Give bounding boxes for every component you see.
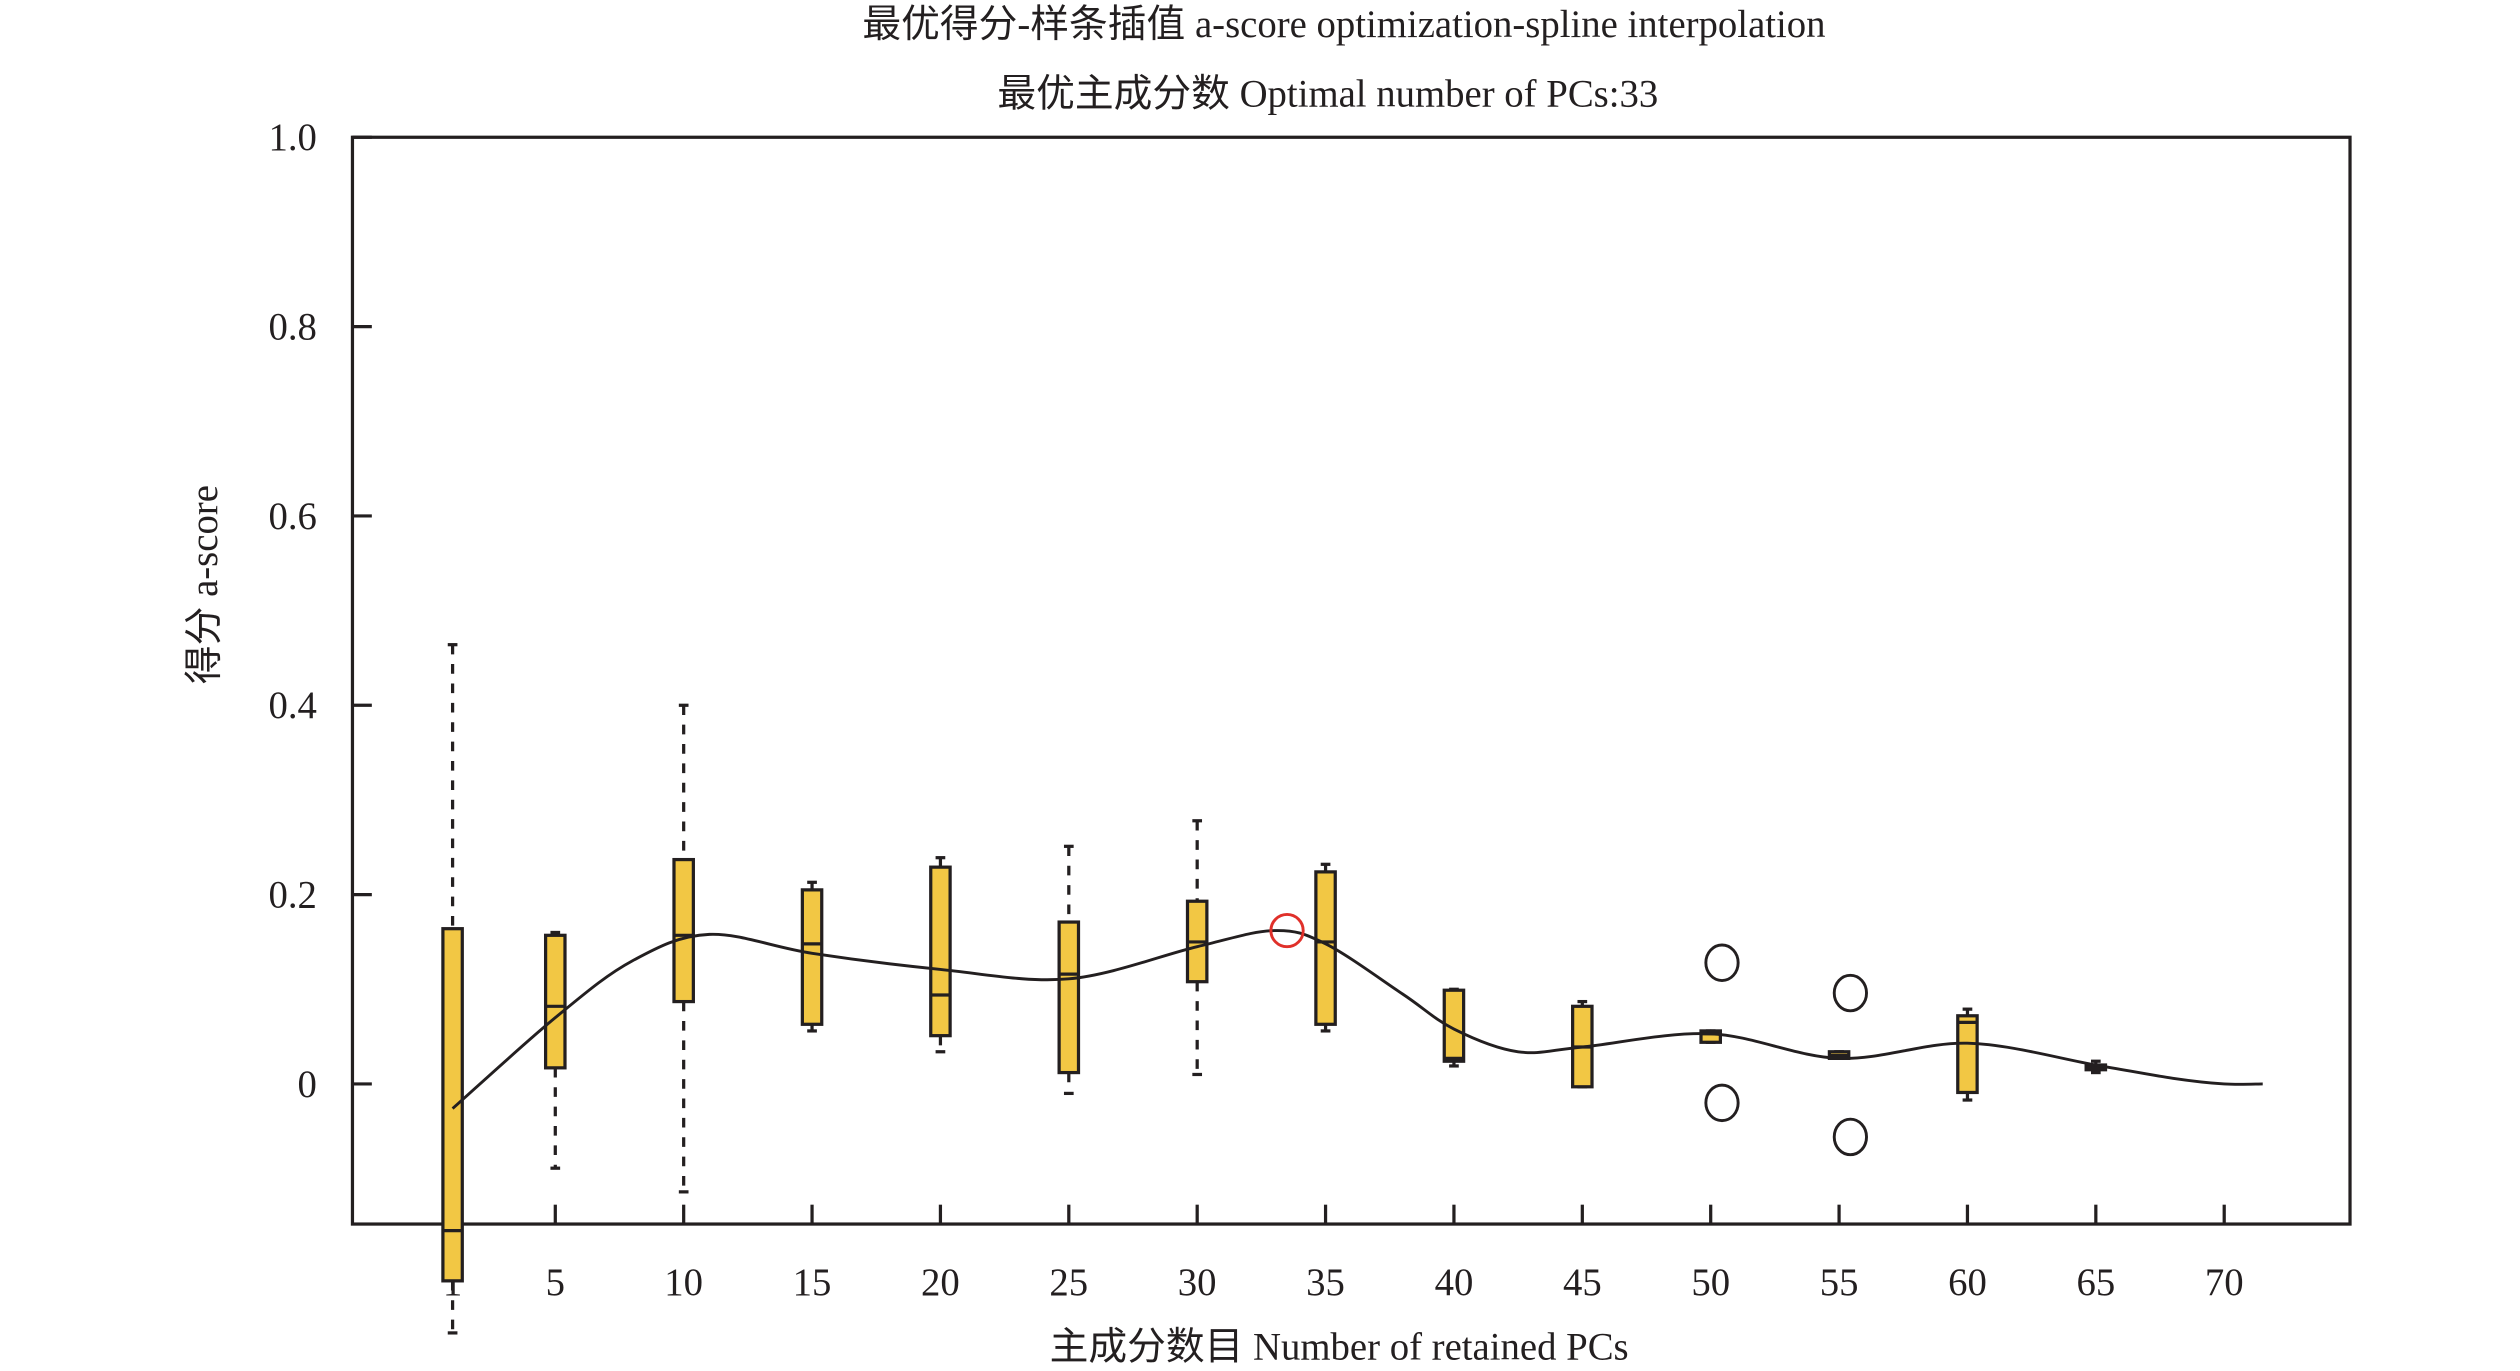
outlier-point xyxy=(1832,1117,1868,1157)
x-tick-label: 10 xyxy=(664,1261,703,1304)
x-tick-label: 40 xyxy=(1435,1261,1474,1304)
spline-curve xyxy=(451,929,2263,1110)
box xyxy=(1699,1029,1723,1044)
y-axis-label: 得分 a-score xyxy=(183,485,226,684)
box-pc-1 xyxy=(441,643,464,1335)
x-tick-label: 60 xyxy=(1948,1261,1987,1304)
x-tick-label: 30 xyxy=(1178,1261,1217,1304)
x-tick-label: 45 xyxy=(1563,1261,1602,1304)
x-tick-label: 20 xyxy=(921,1261,960,1304)
box-pc-40 xyxy=(1442,987,1466,1068)
box xyxy=(672,857,695,1004)
x-tick-label: 25 xyxy=(1049,1261,1088,1304)
x-tick-label: 70 xyxy=(2205,1261,2244,1304)
outlier-point xyxy=(1704,1083,1740,1123)
box-pc-25 xyxy=(1057,844,1081,1096)
box xyxy=(543,933,567,1070)
box-pc-55 xyxy=(1827,973,1868,1157)
box xyxy=(441,927,464,1283)
y-tick-label: 0 xyxy=(298,1063,317,1106)
y-tick-label: 0.2 xyxy=(268,874,316,917)
box-pc-10 xyxy=(672,703,695,1194)
x-tick-label: 65 xyxy=(2076,1261,2115,1304)
y-tick-label: 0.8 xyxy=(268,306,316,349)
box-pc-60 xyxy=(1956,1007,1979,1102)
y-tick-label: 0.4 xyxy=(268,684,316,727)
box-pc-30 xyxy=(1185,819,1209,1077)
outlier-point xyxy=(1832,973,1868,1013)
outlier-point xyxy=(1704,943,1740,982)
x-axis-label: 主成分数目 Number of retained PCs xyxy=(1050,1326,1629,1369)
box xyxy=(800,888,824,1026)
box xyxy=(1057,920,1081,1075)
x-tick-label: 55 xyxy=(1820,1261,1859,1304)
optimum-marker xyxy=(1269,912,1305,949)
x-tick-label: 5 xyxy=(546,1261,565,1304)
box xyxy=(929,865,952,1038)
box xyxy=(1956,1014,1979,1095)
box xyxy=(1442,988,1466,1063)
x-tick-label: 15 xyxy=(793,1261,832,1304)
y-tick-label: 0.6 xyxy=(268,495,316,538)
chart-title: 最优得分-样条插值 a-score optimization-spline in… xyxy=(862,3,1825,46)
x-tick-label: 50 xyxy=(1691,1261,1730,1304)
chart-subtitle: 最优主成分数 Optimal number of PCs:33 xyxy=(997,73,1658,116)
y-tick-label: 1.0 xyxy=(268,116,316,159)
box-pc-20 xyxy=(929,856,952,1054)
plot-frame xyxy=(350,135,2352,1226)
box-pc-5 xyxy=(543,930,567,1170)
x-tick-label: 35 xyxy=(1306,1261,1345,1304)
box-pc-15 xyxy=(800,880,824,1033)
box-pc-45 xyxy=(1571,999,1594,1089)
